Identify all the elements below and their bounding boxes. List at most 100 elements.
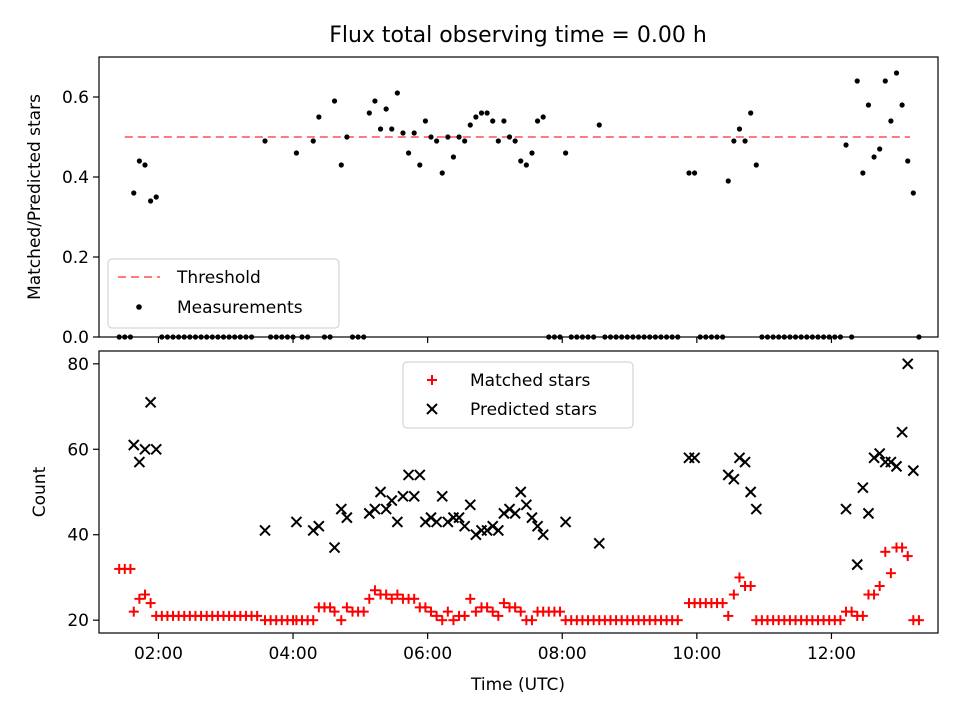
matched-stars-point — [459, 610, 470, 621]
count-ytick-label: 80 — [67, 355, 89, 375]
measurements-point — [462, 138, 468, 144]
measurements-point — [450, 154, 457, 160]
matched-stars-point — [902, 551, 913, 562]
matched-stars-point — [308, 615, 319, 626]
matched-stars-point — [835, 615, 846, 626]
matched-legend-label: Matched stars — [470, 371, 590, 391]
measurements-point — [467, 122, 473, 128]
count-xtick-label: 02:00 — [134, 644, 183, 664]
measurements-point — [372, 98, 378, 104]
matched-stars-point — [493, 610, 504, 621]
ratio-panel-ylabel: Matched/Predicted stars — [25, 94, 45, 300]
measurements-point — [262, 138, 268, 144]
predicted-stars-point — [328, 541, 341, 554]
count-panel-marks — [114, 358, 924, 626]
matched-stars-point — [869, 589, 880, 600]
measurements-point — [540, 114, 546, 120]
ratio-ytick-label: 0.2 — [62, 248, 89, 268]
measurements-point — [344, 134, 350, 140]
measurements-point — [400, 130, 406, 136]
predicted-stars-point — [896, 426, 908, 438]
matched-stars-point — [880, 546, 891, 557]
predicted-stars-point — [464, 499, 476, 511]
predicted-stars-point — [290, 516, 303, 528]
measurements-point — [877, 146, 883, 152]
matched-stars-point — [482, 602, 493, 613]
matched-stars-point — [139, 589, 150, 600]
count-panel-ylabel: Count — [30, 466, 50, 517]
measurements-point — [428, 134, 434, 140]
measurements-point — [394, 90, 400, 96]
measurements-point — [310, 138, 316, 144]
measurements-legend-label: Measurements — [177, 298, 303, 318]
measurements-point — [854, 78, 860, 84]
ratio-legend: Threshold Measurements — [107, 258, 340, 329]
predicted-stars-point — [851, 558, 863, 571]
matched-stars-point — [381, 589, 392, 600]
measurements-point — [860, 170, 866, 176]
matched-stars-point — [448, 615, 459, 626]
measurements-point — [495, 138, 501, 144]
matched-stars-point — [526, 615, 537, 626]
measurements-point — [316, 114, 322, 120]
predicted-stars-point — [739, 456, 751, 468]
matched-stars-point — [426, 606, 437, 617]
count-panel-frame — [98, 350, 939, 634]
measurements-point — [563, 150, 569, 156]
measurements-point — [366, 110, 372, 116]
measurements-point — [422, 118, 429, 124]
measurements-point — [742, 138, 748, 144]
count-xtick-label: 10:00 — [672, 644, 721, 664]
ratio-panel-ticks: 0.0 0.2 0.4 0.6 — [62, 88, 833, 348]
predicted-stars-point — [902, 358, 914, 370]
predicted-stars-point — [139, 443, 151, 455]
matched-stars-point — [510, 602, 521, 613]
matched-stars-point — [252, 610, 263, 621]
matched-stars-point — [437, 615, 448, 626]
matched-stars-point — [145, 598, 156, 609]
measurements-point — [748, 110, 754, 116]
matched-stars-point — [897, 542, 908, 553]
count-panel-xlabel: Time (UTC) — [470, 675, 565, 695]
predicted-stars-point — [559, 516, 572, 528]
predicted-stars-point — [259, 524, 271, 537]
matched-stars-point — [341, 602, 352, 613]
measurements-point — [888, 118, 894, 124]
measurements-point — [473, 114, 479, 120]
measurements-point — [377, 126, 384, 132]
figure-title: Flux total observing time = 0.00 h — [329, 23, 707, 48]
predicted-stars-point — [397, 490, 409, 502]
predicted-stars-point — [907, 464, 920, 477]
predicted-stars-point — [369, 503, 381, 515]
measurements-point — [456, 134, 462, 140]
predicted-stars-point — [728, 473, 740, 485]
measurements-point — [529, 150, 535, 156]
count-legend: Matched stars Predicted stars — [402, 361, 634, 429]
predicted-stars-point — [862, 507, 875, 520]
predicted-stars-point — [688, 452, 701, 464]
predicted-stars-point — [391, 516, 404, 528]
ratio-ytick-label: 0.0 — [62, 328, 89, 348]
count-ytick-label: 60 — [67, 440, 89, 460]
predicted-stars-point — [890, 460, 903, 473]
predicted-stars-point — [537, 529, 549, 541]
ratio-panel: 0.0 0.2 0.4 0.6 Matched/Predicted stars Thr… — [25, 56, 939, 348]
matched-stars-point — [409, 593, 420, 604]
matched-legend-swatch — [427, 375, 437, 385]
matched-stars-point — [470, 606, 481, 617]
measurements-point — [405, 150, 412, 156]
measurements-point — [136, 158, 142, 164]
matched-stars-point — [386, 593, 397, 604]
predicted-stars-point — [857, 482, 869, 494]
matched-stars-point — [885, 568, 896, 579]
predicted-stars-point — [744, 486, 757, 498]
measurements-point — [417, 162, 423, 168]
measurements-point — [338, 162, 344, 168]
predicted-stars-point — [520, 499, 533, 511]
predicted-stars-point — [453, 511, 465, 524]
ratio-ytick-label: 0.4 — [62, 168, 89, 188]
matched-stars-point — [465, 593, 476, 604]
count-ytick-label: 20 — [67, 611, 89, 631]
measurements-point — [478, 110, 485, 116]
measurements-point — [331, 98, 338, 104]
